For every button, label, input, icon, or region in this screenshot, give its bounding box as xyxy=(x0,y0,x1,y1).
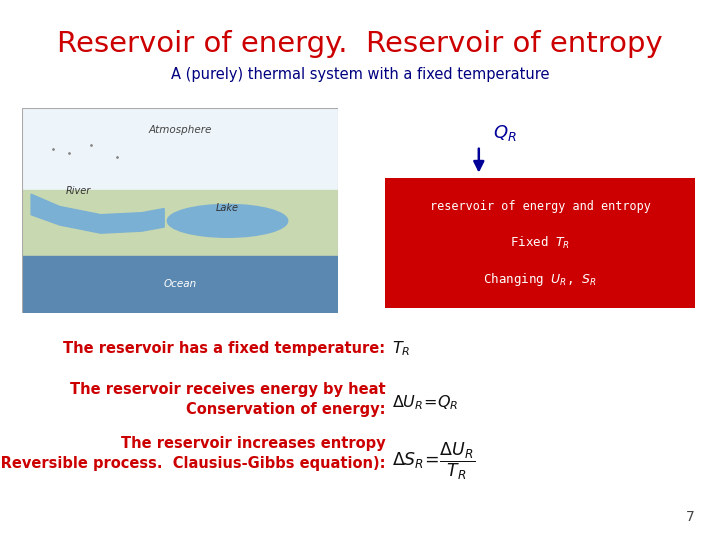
Text: $Q_R$: $Q_R$ xyxy=(493,123,517,143)
Ellipse shape xyxy=(167,205,288,237)
Text: $\Delta U_R\!=\!Q_R$: $\Delta U_R\!=\!Q_R$ xyxy=(392,393,459,411)
Text: Changing $U_R$, $S_R$: Changing $U_R$, $S_R$ xyxy=(483,271,597,288)
Bar xyxy=(385,178,695,308)
Text: (Reversible process.  Clausius-Gibbs equation):: (Reversible process. Clausius-Gibbs equa… xyxy=(0,456,385,471)
Text: The reservoir has a fixed temperature:: The reservoir has a fixed temperature: xyxy=(63,341,385,356)
Polygon shape xyxy=(31,194,164,233)
Text: Atmosphere: Atmosphere xyxy=(148,125,212,134)
Text: $\Delta S_R\!=\!\dfrac{\Delta U_R}{T_R}$: $\Delta S_R\!=\!\dfrac{\Delta U_R}{T_R}$ xyxy=(392,441,475,482)
Bar xyxy=(22,108,338,206)
Text: $T_R$: $T_R$ xyxy=(392,339,411,357)
Text: Reservoir of energy.  Reservoir of entropy: Reservoir of energy. Reservoir of entrop… xyxy=(57,30,663,58)
Text: The reservoir receives energy by heat: The reservoir receives energy by heat xyxy=(70,382,385,397)
Text: The reservoir increases entropy: The reservoir increases entropy xyxy=(120,436,385,451)
Text: River: River xyxy=(66,186,91,196)
Bar xyxy=(22,256,338,313)
Text: Ocean: Ocean xyxy=(163,279,197,288)
Bar xyxy=(22,190,338,256)
Text: 7: 7 xyxy=(686,510,695,524)
Text: A (purely) thermal system with a fixed temperature: A (purely) thermal system with a fixed t… xyxy=(171,68,549,83)
Text: reservoir of energy and entropy: reservoir of energy and entropy xyxy=(430,200,650,213)
Text: Fixed $T_R$: Fixed $T_R$ xyxy=(510,235,570,251)
Text: Lake: Lake xyxy=(216,202,239,213)
Text: Conservation of energy:: Conservation of energy: xyxy=(186,402,385,417)
